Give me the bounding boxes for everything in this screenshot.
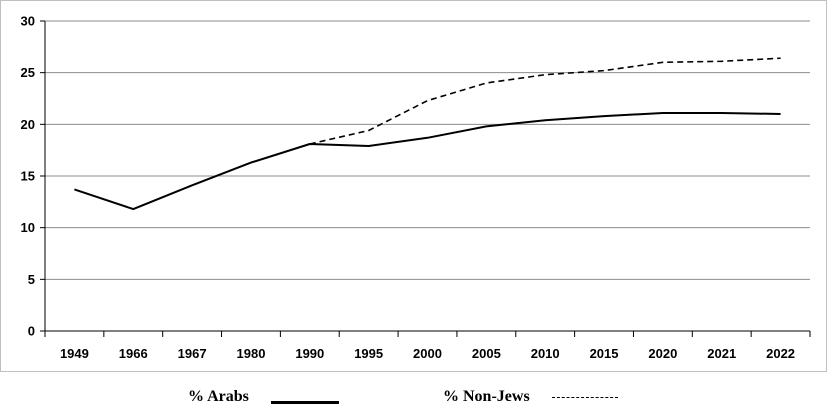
y-tick-label-15: 15 xyxy=(21,169,35,184)
y-tick-label-30: 30 xyxy=(21,14,35,29)
legend-label-non-jews: % Non-Jews xyxy=(443,388,530,405)
legend-item-arabs: % Arabs xyxy=(188,388,339,406)
x-tick-label-1949: 1949 xyxy=(60,346,89,361)
x-tick-label-2020: 2020 xyxy=(648,346,677,361)
y-tick-label-0: 0 xyxy=(28,324,35,339)
series-line-arabs xyxy=(74,112,781,211)
gridlines xyxy=(45,20,810,280)
y-tick-labels: 0 5 10 15 20 25 30 xyxy=(21,14,35,339)
x-tick-label-2022: 2022 xyxy=(766,346,795,361)
x-tick-label-1967: 1967 xyxy=(178,346,207,361)
x-tick-label-1966: 1966 xyxy=(119,346,148,361)
x-tick-labels: 1949 1966 1967 1980 1990 1995 2000 2005 2010 2015… xyxy=(60,346,795,361)
legend-swatch-dashed-line xyxy=(551,396,618,398)
x-tick-label-1980: 1980 xyxy=(237,346,266,361)
x-tick-label-2015: 2015 xyxy=(590,346,619,361)
legend-label-arabs: % Arabs xyxy=(188,388,249,405)
y-tick-label-10: 10 xyxy=(21,220,35,235)
x-tick-label-2000: 2000 xyxy=(413,346,442,361)
series-line-non-jews xyxy=(309,57,781,145)
y-tick-label-20: 20 xyxy=(21,117,35,132)
line-chart: 0 5 10 15 20 25 30 1949 1966 1967 1980 1990 1995 200… xyxy=(21,14,811,361)
x-tick-label-2021: 2021 xyxy=(707,346,736,361)
legend: % Arabs % Non-Jews xyxy=(0,380,829,416)
axes xyxy=(40,20,811,337)
legend-swatch-solid-line xyxy=(270,400,339,404)
x-tick-label-2010: 2010 xyxy=(531,346,560,361)
x-tick-label-1995: 1995 xyxy=(354,346,383,361)
x-tick-label-1990: 1990 xyxy=(295,346,324,361)
y-tick-label-25: 25 xyxy=(21,65,35,80)
y-tick-label-5: 5 xyxy=(28,272,35,287)
legend-item-non-jews: % Non-Jews xyxy=(443,388,618,406)
x-tick-label-2005: 2005 xyxy=(472,346,501,361)
series-lines xyxy=(74,57,781,211)
